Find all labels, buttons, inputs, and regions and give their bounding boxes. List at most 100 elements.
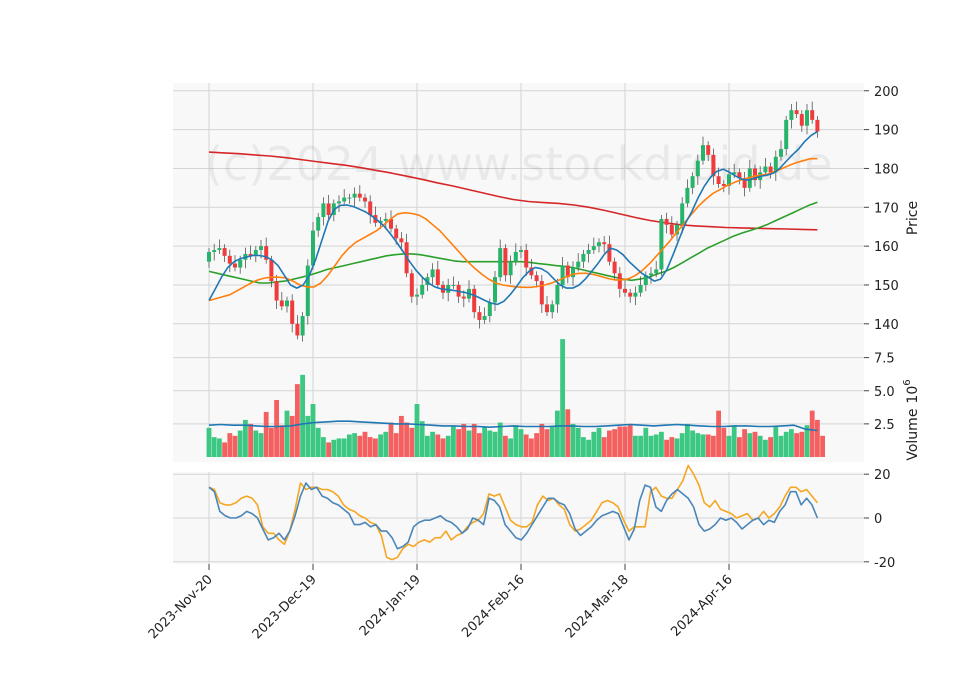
volume-bar	[539, 423, 545, 457]
volume-bar	[263, 411, 269, 457]
volume-bar	[596, 427, 602, 457]
candle-body	[742, 178, 747, 188]
volume-bar	[310, 404, 316, 457]
candle-body	[279, 300, 284, 307]
candle-body	[347, 197, 352, 199]
candle-body	[285, 300, 289, 307]
candle-body	[721, 183, 726, 186]
volume-bar	[305, 415, 311, 457]
volume-bar	[648, 435, 654, 457]
volume-bar	[435, 434, 441, 457]
price-tick-label: 180	[874, 162, 899, 177]
volume-bar	[815, 419, 820, 457]
candle-body	[368, 201, 373, 216]
volume-bar	[731, 425, 737, 457]
volume-bar	[695, 433, 701, 457]
volume-bar	[492, 431, 498, 457]
price-tick-label: 140	[874, 318, 899, 333]
candle-body	[352, 193, 357, 198]
volume-bar	[534, 433, 539, 457]
candle-body	[321, 203, 326, 217]
candle-body	[446, 284, 451, 293]
volume-bar	[679, 433, 685, 457]
volume-bar	[799, 431, 805, 457]
candle-body	[295, 323, 300, 336]
volume-bar	[404, 422, 409, 457]
short-moving-averages	[208, 130, 818, 306]
candle-body	[586, 250, 591, 254]
volume-bar	[222, 442, 227, 457]
volume-scale-base: 10	[905, 386, 921, 404]
volume-bar	[700, 434, 706, 457]
candle-body	[451, 284, 456, 286]
candle-body	[503, 248, 508, 276]
ma-red-line	[208, 151, 818, 231]
volume-bar	[352, 433, 357, 457]
volume-bar	[357, 435, 363, 457]
volume-bar	[570, 423, 576, 457]
volume-bar	[809, 410, 815, 457]
candle-body	[675, 224, 679, 235]
price-panel-bg	[173, 83, 864, 351]
volume-bar	[737, 437, 742, 457]
volume-bar	[747, 433, 753, 457]
volume-bar	[789, 429, 794, 457]
volume-bar	[674, 438, 680, 457]
volume-bar	[716, 410, 721, 457]
volume-bar	[591, 431, 597, 457]
candlesticks	[207, 101, 820, 342]
candle-body	[534, 275, 539, 282]
volume-bar	[544, 429, 550, 457]
volume-bar	[752, 431, 758, 457]
candle-body	[274, 281, 279, 301]
candle-body	[680, 203, 685, 225]
volume-bar	[711, 435, 716, 457]
volume-tick-label: 7.5	[874, 352, 895, 367]
candle-body	[513, 251, 518, 262]
oscillator-tick-label: 20	[874, 468, 891, 483]
candle-body	[357, 193, 362, 198]
candle-body	[649, 273, 653, 276]
volume-bar	[409, 427, 415, 457]
candle-body	[711, 154, 716, 177]
candle-body	[799, 114, 804, 126]
volume-bar	[757, 435, 763, 457]
volume-bar	[321, 437, 326, 457]
candle-body	[768, 166, 773, 173]
candle-body	[316, 217, 321, 231]
volume-bar	[638, 435, 643, 457]
candle-body	[259, 246, 263, 251]
volume-bar	[445, 435, 451, 457]
ma-blue-line	[208, 130, 818, 306]
volume-bar	[804, 425, 810, 457]
volume-bar	[705, 434, 711, 457]
candle-body	[217, 248, 222, 251]
volume-bar	[612, 429, 617, 457]
x-tick-label: 2024-Mar-18	[563, 572, 632, 641]
candle-body	[784, 119, 789, 150]
candle-body	[399, 238, 404, 243]
candle-body	[508, 261, 513, 276]
candle-body	[342, 197, 347, 202]
candle-body	[597, 242, 601, 247]
volume-axis-title: Volume 106	[902, 379, 921, 460]
volume-bar	[253, 430, 259, 457]
x-tick-label: 2023-Dec-19	[250, 572, 320, 642]
volume-bar	[217, 438, 222, 457]
volume-bar	[586, 439, 591, 457]
candle-body	[706, 145, 711, 155]
volume-bar	[269, 427, 274, 457]
price-tick-label: 190	[874, 124, 899, 139]
volume-bar	[399, 415, 404, 457]
volume-bar	[206, 427, 212, 457]
candle-body	[487, 302, 492, 317]
candle-body	[638, 284, 643, 293]
volume-bar	[388, 422, 394, 457]
volume-bar	[347, 434, 352, 457]
candle-body	[737, 172, 742, 179]
candle-body	[389, 218, 393, 229]
candle-body	[435, 269, 440, 285]
x-tick-label: 2024-Apr-16	[668, 572, 735, 639]
volume-bar	[783, 431, 789, 457]
